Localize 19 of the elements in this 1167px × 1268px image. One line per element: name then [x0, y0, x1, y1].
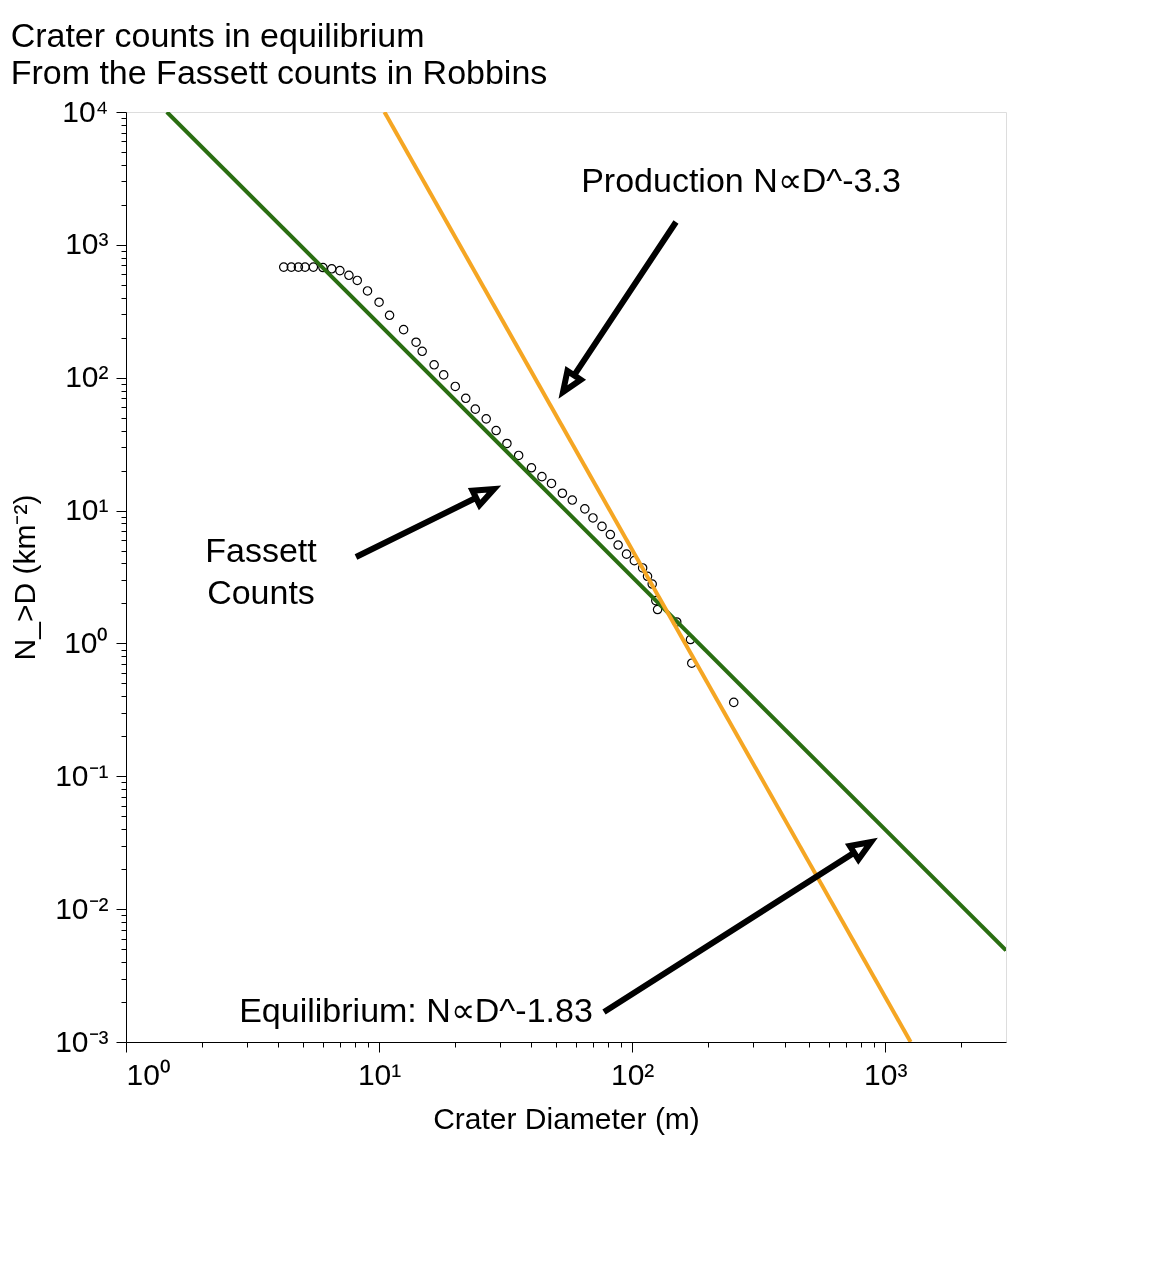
- annotation: Equilibrium: N∝D^-1.83: [239, 991, 593, 1029]
- annotation: Production N∝D^-3.3: [581, 161, 901, 199]
- x-tick-label: 10³: [864, 1057, 908, 1091]
- y-axis-title: N_>D (km⁻²): [8, 494, 42, 661]
- x-tick-label: 10⁰: [126, 1057, 171, 1091]
- x-tick-label: 10¹: [357, 1057, 402, 1091]
- y-tick-label: 10¹: [65, 493, 109, 527]
- x-axis-title: Crater Diameter (m): [433, 1101, 700, 1135]
- x-tick-label: 10²: [610, 1057, 655, 1091]
- chart-title: Crater counts in equilibrium: [10, 16, 425, 54]
- y-tick-label: 10⁴: [62, 94, 109, 128]
- y-tick-label: 10⁻²: [55, 891, 109, 925]
- y-tick-label: 10⁻³: [55, 1024, 109, 1058]
- y-tick-label: 10²: [65, 360, 109, 394]
- chart-subtitle: From the Fassett counts in Robbins: [10, 53, 548, 91]
- y-tick-label: 10³: [65, 227, 109, 261]
- y-tick-label: 10⁻¹: [55, 758, 109, 792]
- y-tick-label: 10⁰: [64, 625, 109, 659]
- annotation: Fassett Counts: [205, 531, 318, 611]
